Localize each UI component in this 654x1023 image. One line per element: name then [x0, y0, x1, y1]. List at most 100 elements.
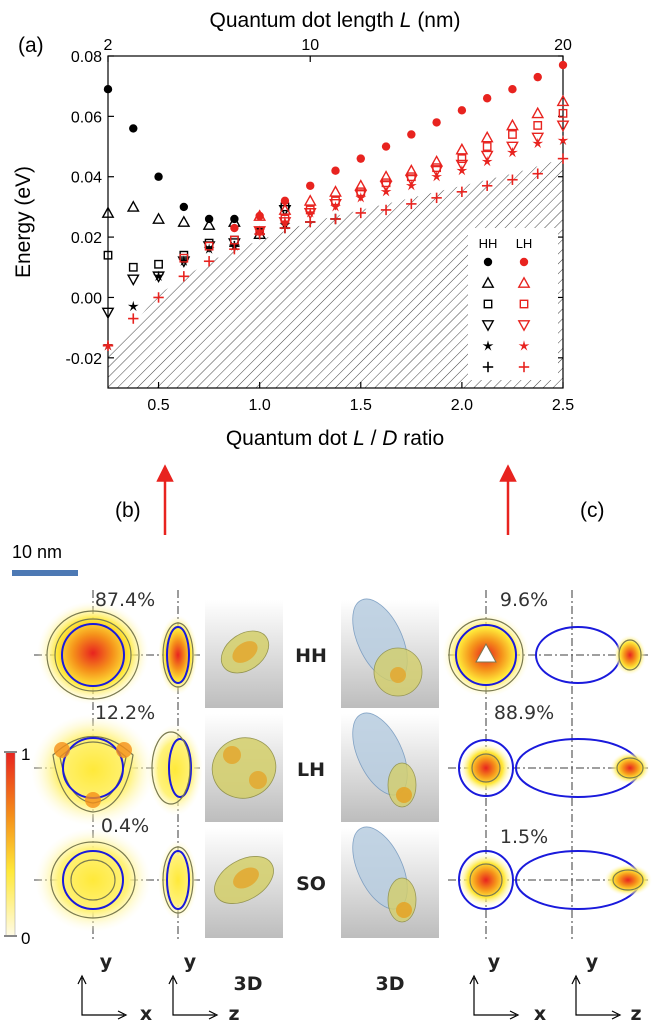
right-3d-label: 3D	[376, 973, 405, 995]
legend-marker-hh-1	[483, 257, 493, 267]
colorbar	[5, 751, 16, 937]
x-tick-label: 1.0	[249, 397, 271, 414]
top-x-tick-label: 2	[104, 37, 113, 54]
right-density-maps	[442, 613, 652, 910]
data-point-hh-2	[126, 200, 140, 212]
data-point-lh-4	[430, 165, 443, 178]
data-point-hh-1	[129, 124, 138, 133]
legend-marker-hh-6	[482, 361, 494, 373]
panel-label-b: (b)	[115, 499, 141, 522]
legend-marker-hh-4	[481, 320, 495, 332]
y-tick-label: 0.02	[71, 230, 102, 247]
data-point-hh-1	[154, 172, 163, 181]
data-point-lh-3	[204, 241, 214, 251]
data-point-lh-5	[507, 146, 518, 158]
data-point-lh-2	[329, 185, 342, 197]
data-point-lh-1	[230, 223, 239, 233]
data-point-hh-2	[101, 206, 115, 218]
data-point-lh-2	[556, 94, 570, 107]
energy-plot: -0.02 0.00 0.02 0.04 0.06 0.08 0.5 1.0 1.5 2.0 2.…	[12, 9, 574, 450]
data-point-lh-3	[533, 121, 543, 130]
y-tick-label: -0.02	[66, 351, 103, 368]
data-point-lh-1	[331, 166, 340, 175]
x-tick-label: 0.5	[147, 397, 169, 414]
top-x-axis-label: Quantum dot length L (nm)	[210, 9, 461, 32]
x-tick-label: 2.0	[451, 397, 473, 414]
axis-x-right: x	[534, 1003, 546, 1023]
data-point-lh-2	[303, 194, 317, 206]
data-point-lh-3	[558, 108, 568, 118]
hatched-forbidden-region	[108, 158, 563, 388]
data-point-lh-2	[455, 142, 469, 155]
data-point-lh-1	[381, 142, 391, 151]
data-point-lh-6	[229, 243, 240, 255]
data-point-hh-1	[179, 202, 189, 212]
data-point-lh-4	[379, 180, 393, 193]
data-point-lh-5	[532, 137, 544, 149]
data-point-lh-2	[506, 118, 519, 131]
data-point-lh-6	[507, 174, 518, 185]
axis-y-left-1: y	[100, 951, 113, 973]
right-hh-percentage: 9.6%	[500, 589, 548, 611]
data-point-lh-4	[506, 141, 519, 154]
data-point-lh-2	[278, 203, 292, 215]
legend-marker-hh-2	[481, 276, 495, 288]
data-point-lh-4	[556, 120, 570, 133]
data-point-lh-6	[330, 213, 341, 225]
data-point-lh-6	[557, 153, 569, 164]
data-point-lh-6	[102, 340, 114, 351]
data-point-hh-3	[103, 250, 113, 260]
axis-z-right: z	[630, 1003, 641, 1023]
top-x-axis-ticks: 2 10 20	[104, 37, 572, 62]
axis-z-left: z	[228, 1003, 239, 1023]
data-point-lh-2	[253, 209, 267, 221]
legend-marker-lh-2	[517, 276, 531, 288]
axis-y-right-2: y	[586, 951, 599, 973]
data-point-lh-1	[508, 85, 517, 94]
x-tick-label: 2.5	[552, 397, 574, 414]
data-point-hh-2	[177, 215, 191, 227]
band-label-lh: LH	[297, 759, 325, 781]
data-point-lh-1	[457, 106, 467, 115]
data-point-lh-5	[304, 207, 316, 218]
left-density-maps	[31, 601, 203, 932]
data-point-lh-6	[128, 313, 139, 324]
data-point-lh-4	[329, 198, 342, 211]
data-point-lh-5	[481, 155, 493, 167]
colorbar-max-label: 1	[21, 745, 30, 764]
data-point-hh-2	[152, 212, 165, 224]
data-point-lh-2	[480, 130, 494, 143]
band-label-hh: HH	[295, 645, 327, 667]
data-point-lh-1	[280, 196, 290, 206]
legend-header-hh: HH	[479, 236, 498, 251]
left-so-percentage: 0.4%	[101, 815, 149, 837]
band-label-so: SO	[296, 873, 326, 895]
axis-y-right-1: y	[488, 951, 501, 973]
data-point-lh-6	[178, 271, 190, 282]
data-point-hh-1	[103, 85, 113, 94]
data-point-lh-6	[406, 198, 417, 210]
data-point-lh-3	[179, 253, 189, 263]
data-point-lh-1	[558, 60, 568, 70]
data-point-lh-5	[380, 186, 392, 197]
data-point-lh-5	[557, 134, 569, 146]
y-tick-label: 0.00	[71, 290, 102, 307]
data-point-lh-4	[404, 174, 418, 187]
data-point-lh-1	[356, 154, 365, 163]
data-point-lh-6	[532, 168, 543, 179]
axis-x-left: x	[140, 1003, 152, 1023]
legend-marker-hh-3	[483, 299, 493, 309]
panel-label-c: (c)	[580, 499, 605, 522]
left-3d-label: 3D	[234, 973, 263, 995]
data-point-lh-6	[254, 228, 265, 240]
y-tick-label: 0.06	[71, 109, 102, 126]
y-axis-label: Energy (eV)	[12, 166, 35, 278]
data-point-lh-6	[279, 222, 291, 234]
plot-frame	[107, 55, 564, 389]
left-lh-percentage: 12.2%	[95, 702, 155, 724]
right-so-percentage: 1.5%	[500, 826, 548, 848]
data-point-lh-4	[354, 189, 368, 202]
data-point-lh-5	[405, 180, 417, 191]
data-point-lh-2	[531, 106, 545, 119]
x-axis-ticks: 0.5 1.0 1.5 2.0 2.5	[147, 382, 574, 414]
